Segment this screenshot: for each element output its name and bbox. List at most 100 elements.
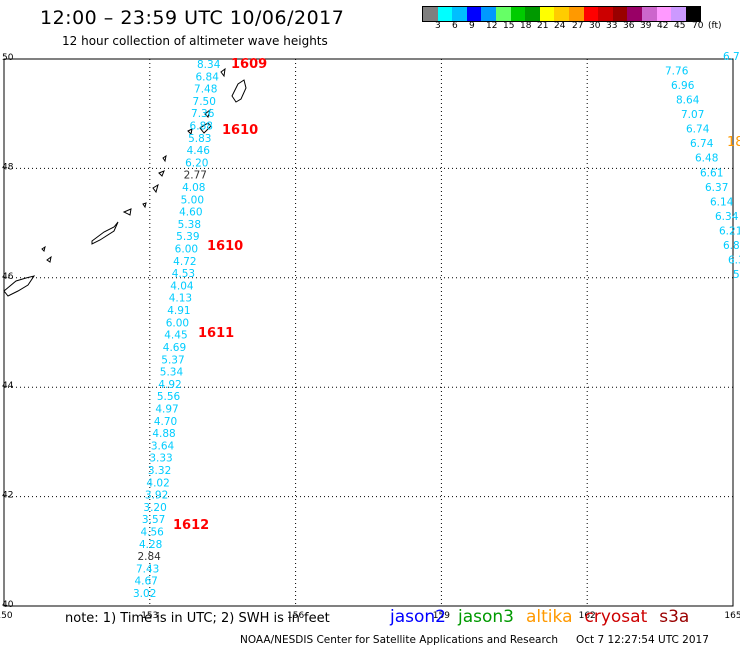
scale-label: 70 — [692, 21, 704, 31]
lon-tick-label: 159 — [433, 611, 450, 621]
wave-height-label: 6.96 — [671, 80, 695, 92]
wave-height-label: 6.7 — [723, 51, 740, 63]
pass-time-label: 1610 — [222, 123, 258, 138]
scale-swatch — [466, 7, 482, 21]
wave-height-label: 4.56 — [140, 526, 164, 538]
kuril-island-7 — [158, 170, 165, 177]
wave-height-label: 4.45 — [164, 330, 187, 342]
lat-tick-label: 50 — [2, 53, 14, 63]
wave-height-label: 3.92 — [145, 490, 168, 502]
scale-label: 45 — [674, 21, 686, 31]
kuril-island-12 — [41, 245, 46, 252]
scale-label: 39 — [640, 21, 652, 31]
scale-swatch — [510, 7, 526, 21]
lon-tick-label: 165 — [724, 611, 740, 621]
wave-height-label: 6.00 — [175, 244, 198, 256]
wave-height-label: 5.39 — [176, 231, 199, 243]
kuril-island-9 — [142, 202, 147, 209]
lon-tick-label: 153 — [141, 611, 158, 621]
jason-track-west: 8.346.847.487.507.366.885.834.466.202.77… — [133, 59, 221, 600]
kuril-island-8 — [152, 183, 159, 194]
scale-swatch — [656, 7, 672, 21]
wave-height-label: 4.13 — [169, 293, 192, 305]
scale-swatch — [495, 7, 511, 21]
kuril-island-1 — [231, 79, 247, 103]
wave-height-label: 4.72 — [173, 256, 196, 268]
scale-label: 18 — [520, 21, 532, 31]
wave-height-label: 6.21 — [719, 225, 740, 237]
wave-height-label: 4.67 — [134, 576, 157, 588]
pass-time-label: 1610 — [207, 239, 243, 254]
wave-height-label: 4.69 — [163, 342, 186, 354]
scale-label: 27 — [572, 21, 584, 31]
lat-tick-label: 44 — [2, 381, 14, 391]
kuril-island-11 — [91, 221, 119, 245]
scale-swatch — [437, 7, 453, 21]
scale-label: 33 — [606, 21, 618, 31]
scale-label: 9 — [469, 21, 475, 31]
pass-time-label: 1609 — [231, 57, 267, 72]
satellite-s3a: s3a — [659, 607, 690, 627]
kuril-island-2 — [220, 67, 226, 78]
kuril-island-6 — [162, 154, 167, 163]
wave-height-label: 5.37 — [161, 354, 184, 366]
partial-wave-label: 18 — [727, 135, 740, 150]
wave-height-label: 6.74 — [686, 124, 710, 136]
scale-label: 12 — [486, 21, 498, 31]
wave-height-label: 8.34 — [197, 59, 221, 71]
coastline — [3, 67, 247, 297]
wave-height-label: 4.08 — [182, 182, 205, 194]
lat-tick-label: 40 — [2, 600, 14, 610]
wave-height-label: 2.84 — [137, 551, 161, 563]
scale-swatch — [641, 7, 657, 21]
wave-height-label: 4.88 — [152, 428, 175, 440]
scale-label: 6 — [452, 21, 458, 31]
wave-height-label: 6.48 — [695, 153, 718, 165]
credit-text: NOAA/NESDIS Center for Satellite Applica… — [240, 634, 558, 646]
wave-height-label: 4.91 — [167, 305, 190, 317]
wave-height-label: 4.46 — [187, 145, 211, 157]
map-title: 12:00 – 23:59 UTC 10/06/2017 — [40, 7, 345, 29]
scale-swatch — [583, 7, 599, 21]
scale-label: 30 — [589, 21, 601, 31]
wave-height-label: 4.60 — [179, 207, 202, 219]
scale-label: (ft) — [708, 21, 722, 31]
wave-height-label: 5.34 — [160, 367, 184, 379]
wave-height-label: 7.50 — [193, 96, 216, 108]
wave-height-label: 5.83 — [188, 133, 211, 145]
kuril-island-3 — [204, 108, 211, 118]
scale-label: 15 — [503, 21, 515, 31]
wave-height-label: 5 — [733, 269, 740, 281]
wave-height-label: 3.57 — [142, 514, 165, 526]
scale-swatch — [568, 7, 584, 21]
scale-swatch — [627, 7, 642, 21]
scale-swatch — [539, 7, 555, 21]
wave-height-label: 4.28 — [139, 539, 162, 551]
wave-height-label: 6.3 — [728, 254, 740, 266]
scale-label: 36 — [623, 21, 635, 31]
wave-height-label: 6.00 — [166, 317, 189, 329]
wave-height-label: 5.56 — [157, 391, 181, 403]
hokkaido-coast — [3, 275, 36, 297]
satellite-cryosat: cryosat — [584, 607, 648, 627]
wave-height-label: 6.14 — [710, 196, 734, 208]
jason-track-east: 6.7 7.76 6.96 8.64 7.07 6.74 6.74 6.48 6.61 6.37 6… — [665, 51, 740, 281]
wave-height-label: 6.37 — [705, 182, 728, 194]
wave-height-label: 7.07 — [681, 109, 704, 121]
scale-swatch — [452, 7, 467, 21]
kuril-island-4 — [199, 122, 212, 134]
wave-height-label: 3.33 — [149, 453, 172, 465]
pass-time-label: 1611 — [198, 326, 234, 341]
credit-line: NOAA/NESDIS Center for Satellite Applica… — [240, 634, 709, 646]
wave-height-color-scale — [422, 6, 702, 22]
wave-height-label: 6.34 — [715, 211, 739, 223]
satellite-jason3: jason3 — [458, 607, 514, 627]
scale-swatch — [598, 7, 613, 21]
wave-height-label: 4.53 — [172, 268, 195, 280]
wave-height-label: 4.04 — [170, 280, 194, 292]
lon-tick-label: 150 — [0, 611, 13, 621]
lon-tick-label: 162 — [579, 611, 596, 621]
wave-height-label: 4.70 — [154, 416, 177, 428]
lat-lon-grid — [3, 58, 734, 607]
